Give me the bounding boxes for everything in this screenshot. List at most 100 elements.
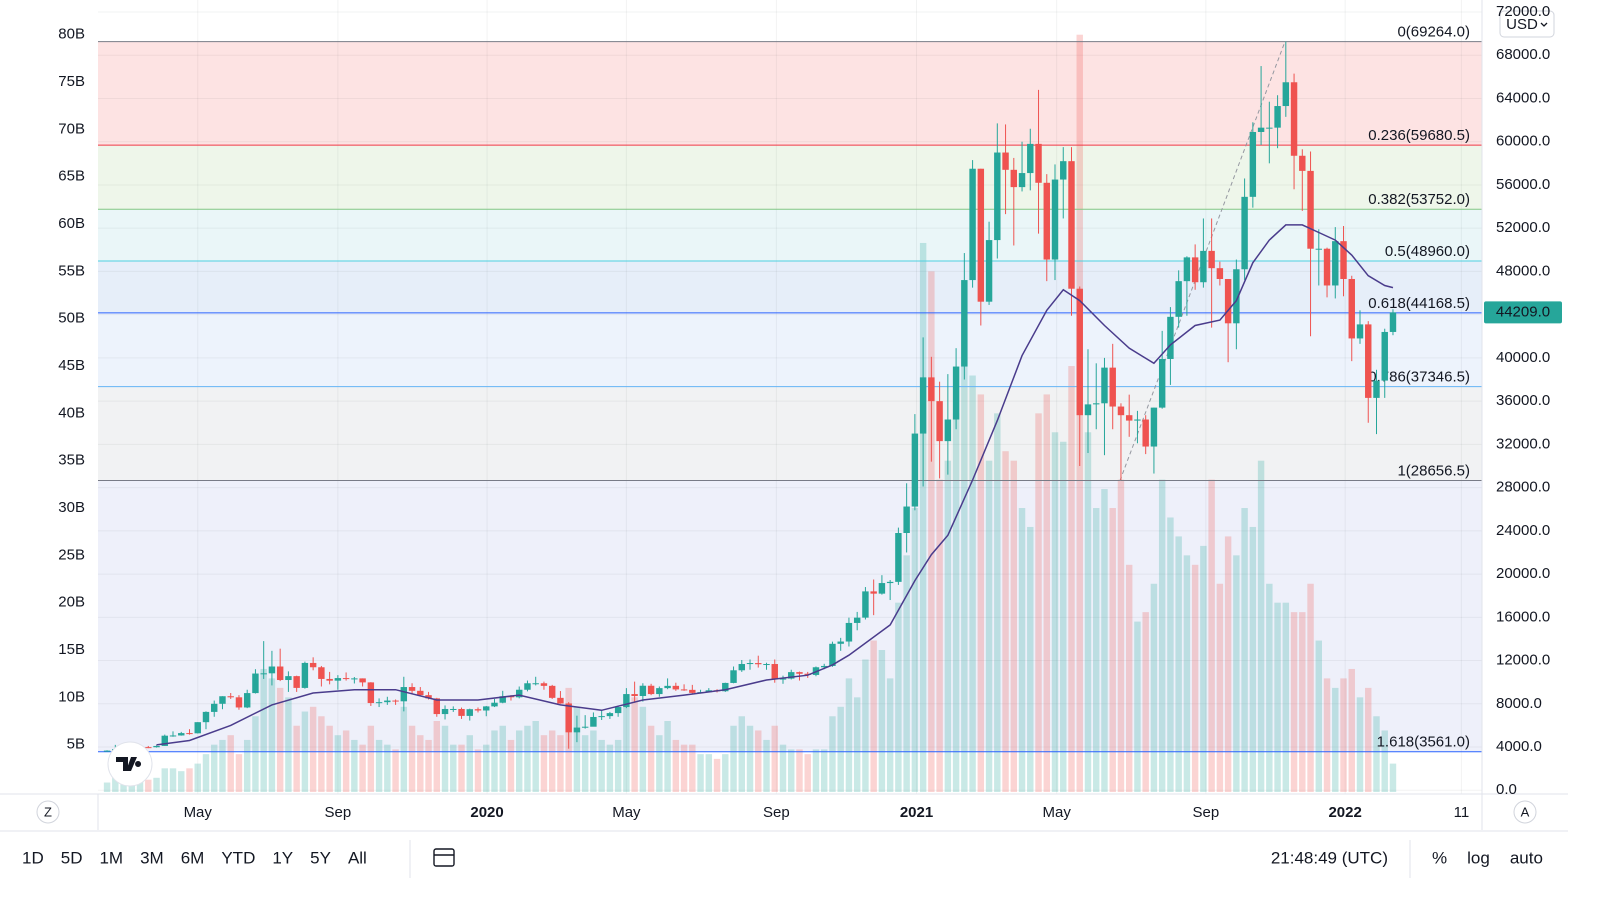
- y-tick-label: 48000.0: [1496, 262, 1550, 279]
- volume-bar: [697, 754, 704, 792]
- ma-line: [156, 224, 1394, 746]
- volume-bar: [1315, 640, 1323, 792]
- volume-bar: [1356, 697, 1364, 792]
- volume-bar: [812, 749, 820, 792]
- calendar-icon[interactable]: [433, 848, 455, 867]
- volume-bar: [722, 754, 729, 792]
- z-button[interactable]: [36, 800, 60, 824]
- candle-body: [639, 685, 647, 697]
- x-tick-label: 2022: [1328, 804, 1361, 821]
- volume-bar: [680, 744, 688, 792]
- y-tick-label: 24000.0: [1496, 522, 1550, 539]
- range-button[interactable]: 1M: [99, 848, 123, 867]
- x-tick-label: 2021: [900, 804, 933, 821]
- volume-bar: [474, 749, 482, 792]
- candle-body: [730, 670, 737, 683]
- candle-body: [326, 678, 333, 681]
- x-tick-label: May: [612, 804, 641, 821]
- volume-bar: [639, 706, 647, 792]
- y-tick-label: 16000.0: [1496, 608, 1550, 625]
- candle-body: [919, 377, 927, 434]
- range-button[interactable]: 5D: [61, 848, 83, 867]
- volume-tick-label: 45B: [58, 357, 85, 374]
- volume-bar: [285, 697, 292, 792]
- candle-body: [623, 694, 630, 708]
- y-tick-label: 20000.0: [1496, 565, 1550, 582]
- currency-button[interactable]: [1499, 10, 1555, 38]
- scale-option[interactable]: log: [1467, 848, 1490, 867]
- volume-bar: [1307, 583, 1314, 792]
- volume-bar: [713, 758, 721, 792]
- fib-zone: [98, 145, 1482, 210]
- volume-bar: [1233, 555, 1240, 792]
- candle-body: [1002, 152, 1009, 170]
- volume-bar: [581, 735, 589, 792]
- candle-body: [351, 678, 358, 680]
- range-button[interactable]: YTD: [221, 848, 255, 867]
- volume-bar: [1208, 479, 1215, 792]
- scale-option[interactable]: auto: [1510, 848, 1543, 867]
- volume-bar: [1027, 526, 1034, 792]
- volume-bar: [1365, 687, 1372, 792]
- candle-body: [952, 366, 960, 420]
- y-tick-label: 68000.0: [1496, 46, 1550, 63]
- candle-body: [178, 733, 185, 736]
- candle-body: [1323, 248, 1331, 286]
- range-button[interactable]: 5Y: [310, 848, 331, 867]
- y-tick-label: 8000.0: [1496, 695, 1542, 712]
- volume-bar: [590, 730, 597, 792]
- volume-bar: [309, 706, 317, 792]
- volume-bar: [1216, 583, 1224, 792]
- volume-bar: [557, 735, 564, 792]
- fib-label: 0.618(44168.5): [1368, 295, 1470, 312]
- volume-bar: [656, 735, 663, 792]
- range-button[interactable]: 1D: [22, 848, 44, 867]
- candle-body: [936, 401, 943, 442]
- candle-body: [1101, 367, 1108, 404]
- volume-bar: [359, 744, 366, 792]
- candle-body: [853, 617, 861, 623]
- candle-body: [779, 678, 787, 680]
- candle-body: [771, 664, 778, 680]
- candle-body: [722, 682, 729, 692]
- x-tick-label: 11: [1454, 804, 1470, 821]
- scale-option[interactable]: %: [1432, 848, 1447, 867]
- candle-body: [1010, 169, 1018, 188]
- range-button[interactable]: All: [348, 848, 367, 867]
- candle-body: [161, 735, 168, 746]
- candle-body: [450, 708, 457, 710]
- logo-mark: [116, 757, 142, 771]
- volume-bar: [1249, 526, 1257, 792]
- volume-bar: [491, 730, 498, 792]
- volume-bar: [483, 744, 490, 792]
- a-button-label[interactable]: A: [1521, 804, 1530, 819]
- volume-bar: [260, 668, 267, 792]
- volume-bar: [919, 242, 927, 792]
- a-button[interactable]: [1513, 800, 1537, 824]
- volume-bar: [392, 749, 399, 792]
- fib-label: 0.236(59680.5): [1368, 127, 1470, 144]
- volume-tick-label: 65B: [58, 168, 85, 185]
- candle-body: [985, 240, 993, 302]
- candle-body: [746, 663, 754, 665]
- currency[interactable]: USD: [1506, 16, 1538, 33]
- range-button[interactable]: 1Y: [272, 848, 293, 867]
- z-button-label[interactable]: Z: [44, 804, 52, 819]
- candle-body: [664, 685, 671, 689]
- volume-bar: [845, 678, 853, 792]
- volume-bar: [194, 763, 201, 792]
- candle-body: [647, 685, 655, 695]
- volume-bar: [540, 735, 548, 792]
- candle-body: [969, 168, 976, 281]
- fib-label: 0.5(48960.0): [1385, 243, 1470, 260]
- volume-bar: [738, 716, 745, 792]
- range-button[interactable]: 6M: [181, 848, 205, 867]
- candle-body: [227, 696, 234, 698]
- fib-zone: [98, 261, 1482, 313]
- volume-tick-label: 80B: [58, 26, 85, 43]
- volume-bar: [136, 779, 144, 792]
- volume-bar: [524, 725, 531, 792]
- volume-bar: [730, 725, 737, 792]
- range-button[interactable]: 3M: [140, 848, 164, 867]
- volume-bar: [516, 730, 523, 792]
